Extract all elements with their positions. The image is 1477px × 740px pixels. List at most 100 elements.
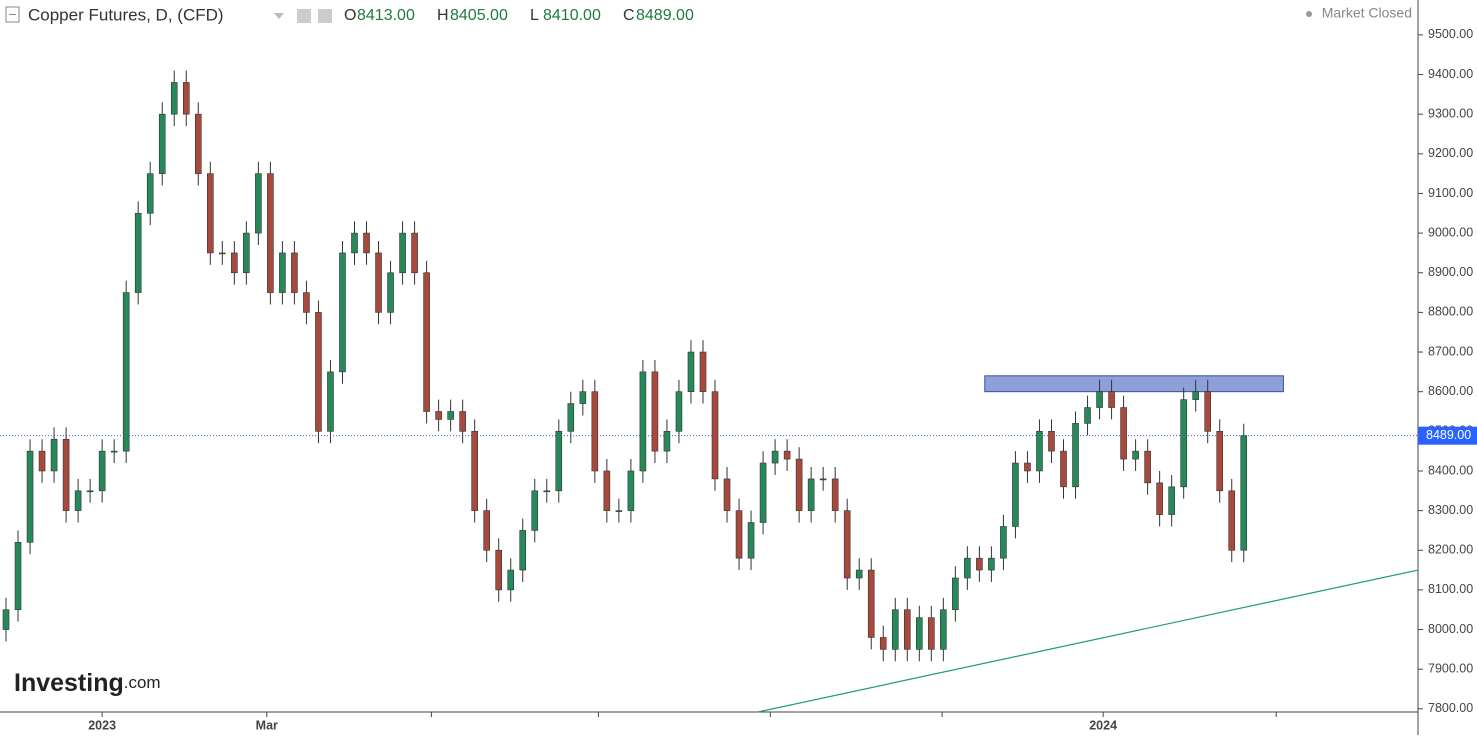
dropdown-arrow[interactable]	[274, 13, 284, 19]
candle-body	[1180, 399, 1187, 488]
candle-body	[531, 490, 539, 531]
status-dot	[1306, 11, 1312, 17]
candle-body	[567, 403, 575, 432]
candle-body	[723, 478, 731, 511]
candle-body	[206, 173, 214, 254]
ohlc-key: O	[344, 7, 356, 24]
candle-body	[1000, 526, 1007, 559]
candle-body	[255, 173, 262, 234]
candle-body	[279, 252, 286, 293]
x-tick-label: 2023	[88, 718, 116, 732]
candle-body	[831, 478, 839, 511]
candle-body	[243, 232, 250, 274]
candle-body	[711, 391, 719, 480]
candle-body	[519, 530, 527, 571]
candle-body	[267, 173, 274, 293]
settings-icon[interactable]	[297, 9, 311, 23]
candle-body	[783, 450, 791, 460]
candle-body	[976, 557, 983, 571]
candle-body	[1132, 450, 1139, 460]
y-tick-label: 9000.00	[1428, 225, 1473, 239]
last-price-label: 8489.00	[1426, 428, 1471, 442]
candle-body	[194, 113, 202, 174]
y-tick-label: 8000.00	[1428, 622, 1473, 636]
candle-body	[952, 577, 959, 611]
candle-body	[639, 371, 647, 472]
candle-body	[375, 252, 382, 313]
candle-body	[1072, 423, 1079, 488]
candle-body	[1156, 482, 1163, 515]
candle-body	[158, 113, 166, 174]
x-tick-label: Mar	[256, 718, 278, 732]
candle-body	[495, 549, 503, 591]
candle-body	[1204, 391, 1212, 432]
y-tick-label: 8900.00	[1428, 265, 1473, 279]
ohlc-legend: O 8413.00 H 8405.00 L 8410.00 C 8489.00	[344, 7, 694, 24]
y-tick-label: 9400.00	[1428, 67, 1473, 81]
y-tick-label: 9500.00	[1428, 27, 1473, 41]
candle-body	[879, 637, 887, 650]
resistance-zone	[984, 375, 1284, 393]
candle-body	[38, 450, 46, 472]
ohlc-value: 8405.00	[450, 7, 508, 24]
candle-body	[1048, 431, 1055, 452]
candle-body	[1144, 450, 1151, 484]
candle-body	[507, 569, 515, 591]
candle-body	[182, 82, 190, 115]
candle-body	[891, 609, 899, 650]
candle-body	[735, 510, 743, 559]
candle-body	[1216, 431, 1224, 492]
candle-body	[146, 173, 154, 214]
candle-body	[351, 232, 358, 254]
candle-body	[327, 371, 334, 432]
candle-body	[170, 82, 178, 115]
y-tick-label: 8700.00	[1428, 344, 1473, 358]
candle-body	[603, 470, 611, 511]
candle-body	[303, 292, 310, 313]
candle-body	[110, 450, 118, 453]
y-tick-label: 7800.00	[1428, 701, 1473, 715]
candle-body	[363, 232, 370, 254]
last-price-box	[1418, 426, 1477, 445]
candle-body	[62, 438, 70, 511]
candle-body	[231, 252, 238, 274]
y-tick-label: 9200.00	[1428, 146, 1473, 160]
candle-body	[928, 617, 935, 650]
candle-body	[74, 490, 82, 511]
candle-body	[747, 522, 755, 559]
candle-body	[1012, 462, 1019, 527]
candle-body	[964, 557, 971, 579]
candle-body	[915, 617, 923, 650]
y-tick-label: 8600.00	[1428, 384, 1473, 398]
candle-body	[1168, 486, 1175, 515]
candle-body	[687, 351, 695, 392]
candle-body	[399, 232, 406, 274]
candle-body	[1060, 450, 1067, 488]
candle-body	[807, 478, 815, 511]
candle-body	[387, 272, 394, 313]
candle-body	[591, 391, 599, 472]
ohlc-key: H	[437, 7, 449, 24]
collapse-icon[interactable]	[5, 6, 20, 23]
settings-icon[interactable]	[318, 9, 332, 23]
ohlc-key: C	[623, 7, 635, 24]
y-tick-label: 8800.00	[1428, 305, 1473, 319]
candle-body	[988, 557, 995, 571]
candle-body	[903, 609, 911, 650]
ohlc-value: 8413.00	[357, 7, 415, 24]
candle-body	[1084, 407, 1091, 424]
candle-body	[291, 252, 298, 293]
candle-body	[2, 609, 10, 630]
candle-body	[423, 272, 430, 412]
candle-body	[699, 351, 707, 392]
candle-body	[819, 478, 827, 481]
candle-body	[134, 212, 142, 293]
candle-body	[471, 431, 478, 511]
candle-body	[615, 510, 623, 512]
candle-body	[86, 490, 94, 493]
candle-body	[435, 411, 442, 420]
candle-body	[1096, 391, 1103, 408]
candle-body	[675, 391, 683, 432]
